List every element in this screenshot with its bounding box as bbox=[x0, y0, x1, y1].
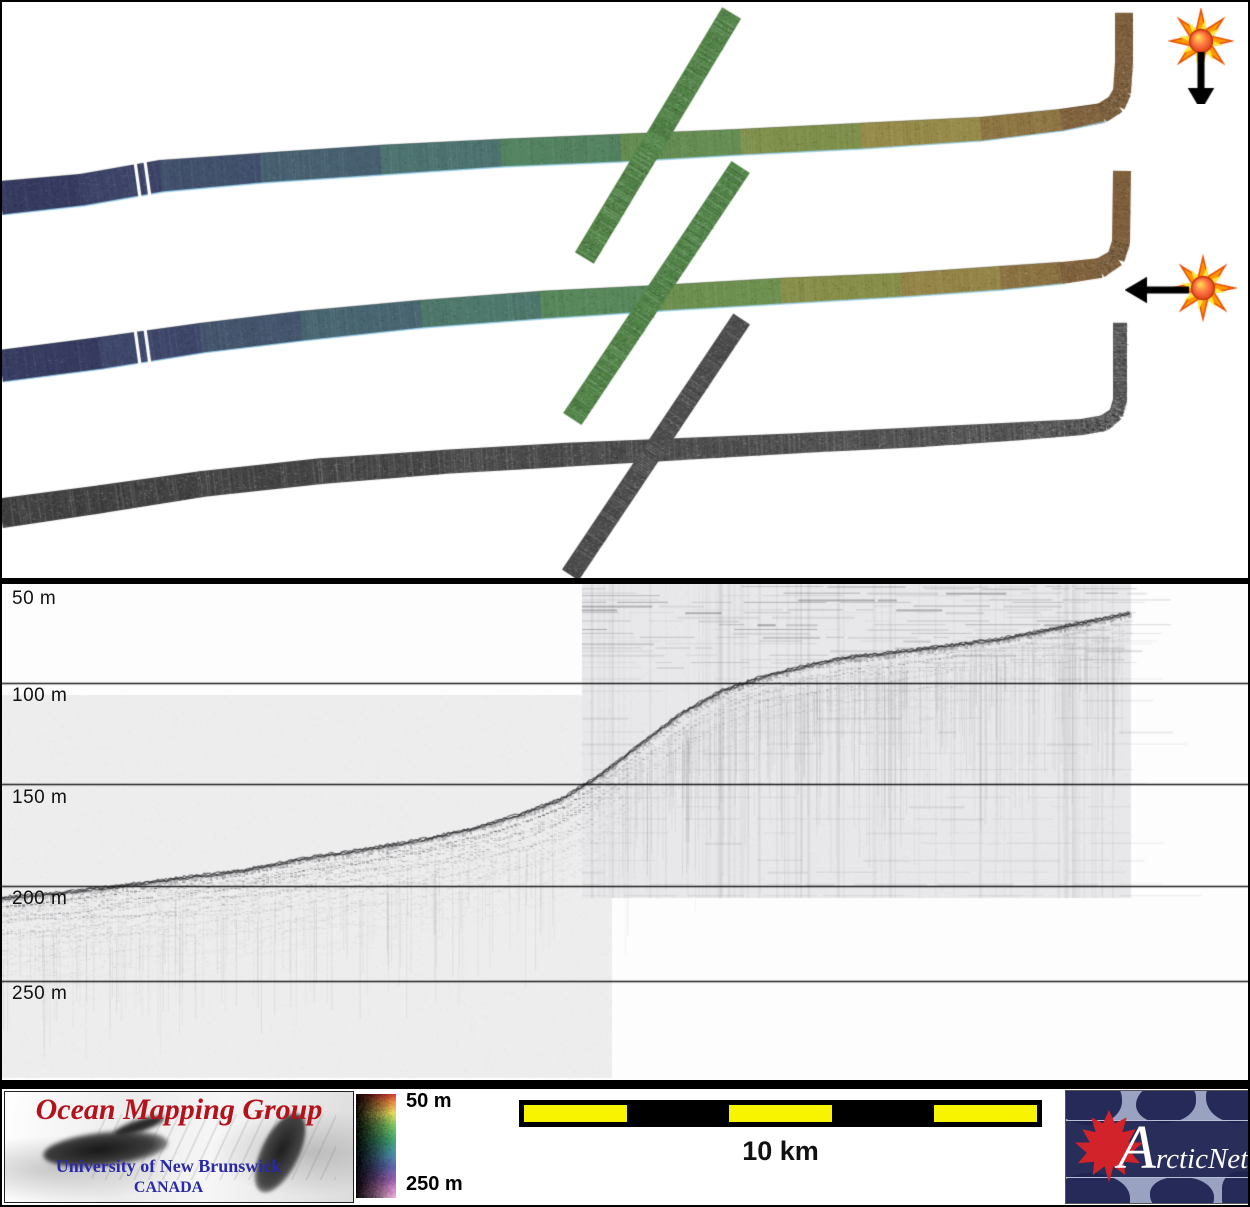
survey-map-panel bbox=[2, 2, 1248, 578]
subbottom-profile-panel: 50 m 100 m 150 m 200 m 250 m bbox=[2, 584, 1248, 1080]
arctic-landmass bbox=[1206, 1091, 1248, 1123]
sun-south-arrow-icon bbox=[1168, 8, 1234, 109]
scalebar-segment bbox=[626, 1105, 730, 1122]
panel-divider bbox=[2, 1080, 1248, 1089]
map-scalebar: 10 km bbox=[519, 1100, 1042, 1167]
arcticnet-logo-text: ArcticNet bbox=[1118, 1114, 1249, 1182]
sun-icon bbox=[1125, 252, 1237, 324]
arctic-landmass bbox=[1150, 1177, 1214, 1203]
maple-leaf-icon bbox=[1074, 1110, 1144, 1183]
seismic-profile-image bbox=[2, 584, 1248, 1080]
scalebar-segment bbox=[729, 1105, 832, 1122]
legend-bar: Ocean Mapping Group University of New Br… bbox=[2, 1089, 1248, 1205]
ocean-mapping-group-logo: Ocean Mapping Group University of New Br… bbox=[4, 1091, 354, 1203]
depth-label-50m: 50 m bbox=[12, 588, 57, 609]
depth-label-200m: 200 m bbox=[12, 888, 68, 909]
depth-colorbar bbox=[356, 1094, 396, 1198]
omg-university-text: University of New Brunswick bbox=[55, 1156, 282, 1176]
omg-logo-title: Ocean Mapping Group bbox=[35, 1093, 323, 1126]
colorbar-bottom-label: 250 m bbox=[406, 1173, 463, 1195]
scalebar-label: 10 km bbox=[742, 1136, 819, 1166]
sun-icon bbox=[1168, 8, 1234, 104]
scalebar-segment bbox=[934, 1105, 1037, 1122]
sun-west-arrow-icon bbox=[1125, 252, 1237, 329]
depth-label-100m: 100 m bbox=[12, 685, 68, 706]
omg-country-text: CANADA bbox=[133, 1179, 204, 1196]
arcticnet-logo: ArcticNet bbox=[1065, 1090, 1249, 1204]
panel-divider bbox=[2, 578, 1248, 584]
scalebar-segment bbox=[831, 1105, 935, 1122]
scalebar-segment bbox=[524, 1105, 627, 1122]
depth-label-150m: 150 m bbox=[12, 787, 68, 808]
scalebar-bar bbox=[519, 1100, 1042, 1127]
survey-track-map bbox=[2, 2, 1248, 578]
colorbar-top-label: 50 m bbox=[406, 1090, 452, 1112]
depth-label-250m: 250 m bbox=[12, 983, 68, 1004]
